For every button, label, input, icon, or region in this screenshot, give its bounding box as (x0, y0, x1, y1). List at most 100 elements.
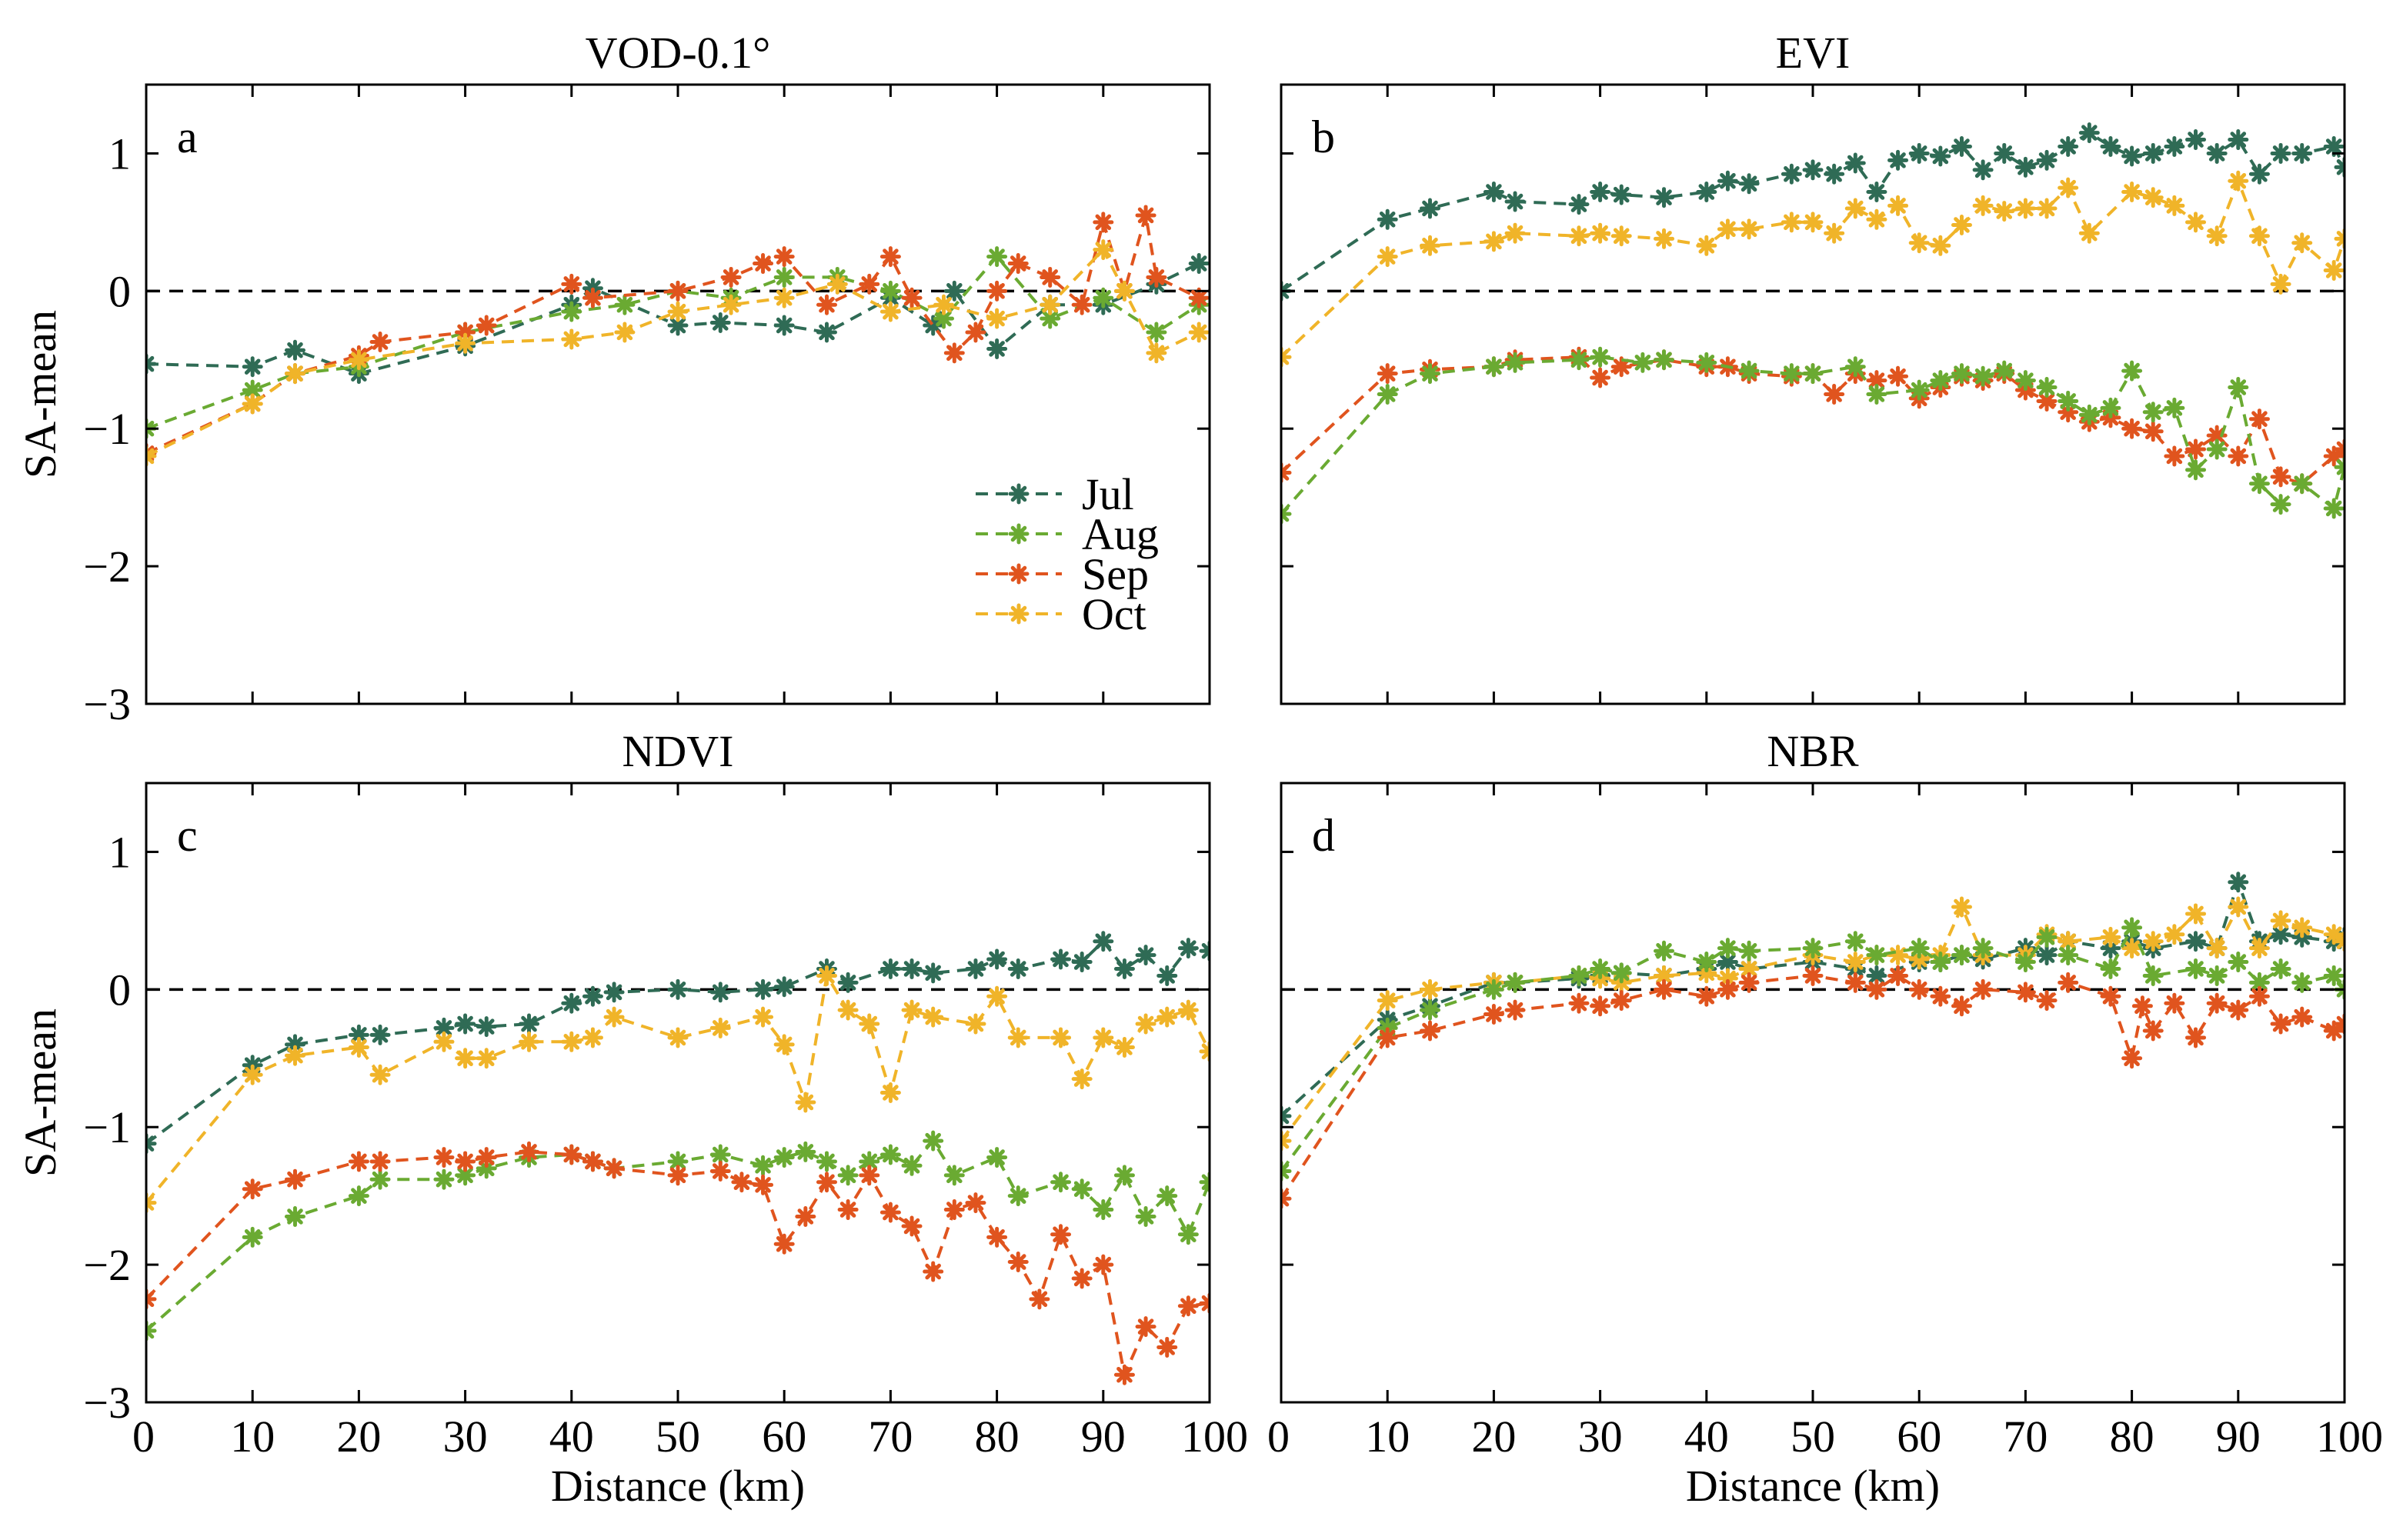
data-point (1908, 232, 1930, 254)
panel-letter: a (177, 112, 198, 162)
data-point (2121, 1048, 2143, 1069)
data-point (2206, 965, 2228, 986)
series-line (146, 254, 1200, 431)
series-sep (1281, 965, 2345, 1209)
data-point (1281, 462, 1292, 483)
data-point (2270, 958, 2291, 979)
data-point (2228, 445, 2249, 467)
data-point (986, 246, 1008, 268)
data-point (2142, 1020, 2164, 1042)
data-point (1930, 145, 1951, 167)
data-point (2014, 982, 2036, 1003)
data-point (1050, 1172, 1072, 1193)
data-point (2248, 225, 2270, 247)
data-point (1419, 198, 1440, 219)
y-axis-label: SA-mean (15, 310, 65, 478)
data-point (1610, 184, 1632, 205)
data-point (2121, 360, 2143, 382)
data-point (1177, 1224, 1199, 1245)
data-point (2164, 924, 2185, 945)
data-point (1093, 1199, 1114, 1221)
data-point (1113, 958, 1135, 979)
y-axis-label: SA-mean (15, 1008, 65, 1177)
data-point (2248, 408, 2270, 430)
data-point (709, 1144, 731, 1165)
legend-entry-aug: Aug (976, 509, 1159, 559)
data-point (879, 280, 901, 302)
data-point (1281, 1188, 1292, 1209)
data-point (1156, 1336, 1178, 1358)
data-point (561, 992, 582, 1014)
data-point (1483, 231, 1504, 252)
data-point (455, 322, 476, 343)
data-point (1568, 225, 1590, 247)
data-point (1951, 214, 1972, 235)
data-point (242, 1226, 263, 1248)
data-point (2058, 945, 2079, 966)
data-point (1887, 149, 1909, 171)
data-point (1419, 978, 1440, 1000)
data-point (2291, 972, 2313, 993)
data-point (1568, 965, 1590, 986)
data-point (2014, 156, 2036, 178)
data-point (2036, 377, 2058, 398)
data-point (879, 301, 901, 322)
data-point (1377, 246, 1398, 268)
data-point (773, 1034, 795, 1055)
series-line (146, 1138, 1210, 1332)
data-point (2078, 222, 2100, 244)
data-point (986, 308, 1008, 329)
data-point (2334, 1013, 2345, 1035)
data-point (1844, 198, 1866, 219)
data-point (455, 332, 476, 354)
series-oct (146, 239, 1210, 467)
data-point (1654, 228, 1675, 249)
data-point (1972, 978, 1994, 1000)
data-point (2014, 198, 2036, 219)
data-point (923, 1006, 944, 1028)
data-point (561, 328, 582, 350)
legend-entry-jul: Jul (976, 469, 1134, 519)
data-point (1177, 999, 1199, 1021)
data-point (2121, 182, 2143, 203)
data-point (2036, 198, 2058, 219)
data-point (879, 1082, 901, 1103)
data-point (2334, 456, 2345, 478)
data-point (1188, 287, 1210, 308)
data-point (795, 1092, 816, 1113)
data-point (837, 972, 859, 993)
series-sep (146, 1141, 1210, 1385)
data-point (1717, 938, 1738, 959)
data-point (1050, 1027, 1072, 1048)
data-point (1972, 938, 1994, 959)
data-point (773, 976, 795, 998)
data-point (816, 1151, 837, 1172)
data-point (2248, 163, 2270, 185)
data-point (923, 962, 944, 984)
data-point (1930, 985, 1951, 1007)
data-point (1738, 940, 1760, 962)
data-point (1177, 938, 1199, 959)
data-point (2185, 903, 2207, 925)
data-point (1781, 212, 1802, 233)
data-point (667, 1165, 689, 1186)
data-point (2100, 397, 2121, 418)
data-point (1717, 218, 1738, 240)
data-point (986, 1147, 1008, 1168)
data-point (1146, 322, 1167, 343)
data-point (476, 1158, 497, 1179)
data-point (1802, 212, 1824, 233)
data-point (1419, 363, 1440, 385)
series-oct (1281, 170, 2345, 368)
data-point (614, 294, 636, 315)
data-point (1844, 952, 1866, 973)
data-point (795, 1206, 816, 1227)
data-point (753, 253, 774, 275)
data-point (795, 1141, 816, 1162)
data-point (667, 1027, 689, 1048)
data-point (965, 322, 986, 343)
data-point (1281, 1160, 1292, 1182)
series-line (1281, 355, 2345, 515)
data-point (1113, 1036, 1135, 1058)
data-point (2036, 149, 2058, 171)
